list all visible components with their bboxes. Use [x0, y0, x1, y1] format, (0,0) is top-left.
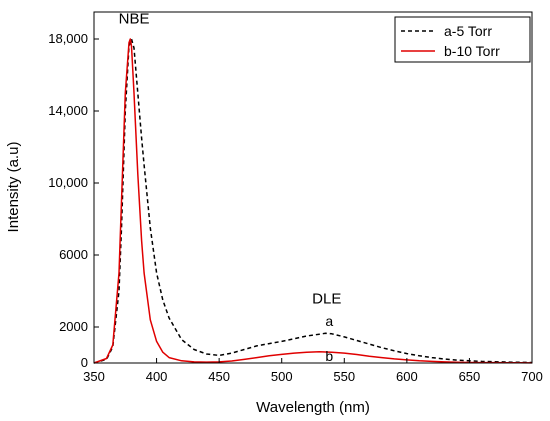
plot-frame [93, 11, 533, 364]
series-layer [93, 38, 533, 364]
y-tick-label: 10,000 [48, 175, 88, 190]
annotation-b: b [325, 348, 333, 364]
annotation-layer: NBE DLE a b [119, 11, 342, 364]
legend-label-b: b-10 Torr [444, 43, 500, 59]
x-tick-label: 400 [146, 369, 168, 384]
y-tick-label: 6000 [59, 247, 88, 262]
x-tick-label: 650 [459, 369, 481, 384]
x-tick-label: 450 [208, 369, 230, 384]
y-tick-label: 0 [81, 355, 88, 370]
tick-layer: 350 400 450 500 550 600 650 700 0 2000 6000 10,000 1… [48, 31, 543, 384]
legend-label-a: a-5 Torr [444, 23, 492, 39]
series-line-b [93, 38, 533, 364]
x-tick-label: 700 [521, 369, 543, 384]
legend: a-5 Torr b-10 Torr [394, 16, 531, 63]
annotation-a: a [325, 313, 333, 329]
annotation-nbe: NBE [119, 11, 150, 28]
legend-box [394, 16, 531, 63]
x-tick-label: 350 [83, 369, 105, 384]
y-tick-label: 2000 [59, 319, 88, 334]
y-tick-label: 14,000 [48, 103, 88, 118]
annotation-dle: DLE [312, 291, 341, 308]
series-line-a [93, 38, 533, 364]
y-tick-label: 18,000 [48, 31, 88, 46]
x-tick-label: 550 [333, 369, 355, 384]
y-axis-title: Intensity (a.u) [5, 142, 22, 233]
x-tick-label: 600 [396, 369, 418, 384]
x-axis-title: Wavelength (nm) [256, 399, 370, 416]
x-tick-label: 500 [271, 369, 293, 384]
